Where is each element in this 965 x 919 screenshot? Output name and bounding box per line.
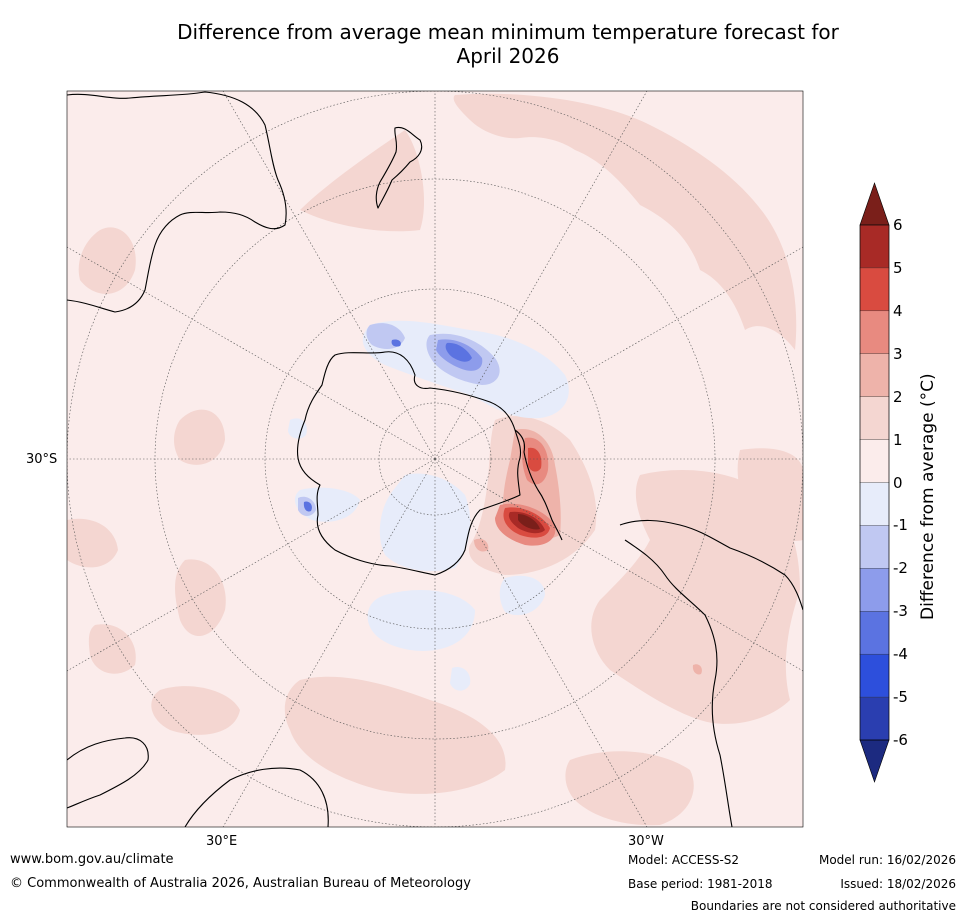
colorbar-tick-label: 5	[893, 258, 903, 277]
issued-text: Issued: 18/02/2026	[840, 877, 956, 891]
model-text: Model: ACCESS-S2	[628, 853, 740, 867]
colorbar-tick-label: -4	[893, 645, 908, 664]
coastlines	[67, 91, 803, 827]
colorbar-over-triangle	[859, 182, 890, 226]
website-link[interactable]: www.bom.gov.au/climate	[10, 852, 174, 867]
south-america-coastline	[619, 519, 803, 827]
africa-coastline	[67, 737, 329, 827]
colorbar-tick-label: -3	[893, 602, 908, 621]
colorbar-tick-label: 3	[893, 344, 903, 363]
colorbar-bin	[859, 696, 890, 741]
longitude-label-30e: 30°E	[206, 834, 238, 849]
colorbar-bin	[859, 224, 890, 269]
colorbar-bin	[859, 353, 890, 398]
colorbar-bin	[859, 396, 890, 441]
colorbar-tick-label: 4	[893, 301, 903, 320]
map-panel	[67, 91, 803, 827]
colorbar-bin	[859, 439, 890, 484]
map-title: Difference from average mean minimum tem…	[0, 20, 965, 68]
colorbar-tick-label: 0	[893, 473, 903, 492]
copyright-text: © Commonwealth of Australia 2026, Austra…	[10, 876, 471, 891]
antarctica-coastline	[296, 351, 522, 576]
colorbar-tick-label: -6	[893, 731, 908, 749]
warm-hotspot	[474, 429, 702, 675]
anomaly-band-neg3-neg4	[303, 339, 472, 512]
colorbar-bins	[859, 224, 890, 741]
colorbar-tick-label: 2	[893, 387, 903, 406]
colorbar-bin	[859, 525, 890, 569]
model-run-text: Model run: 16/02/2026	[818, 853, 956, 867]
colorbar-tick-label: 1	[893, 430, 903, 449]
colorbar-bin	[859, 310, 890, 355]
colorbar-tick-label: -1	[893, 516, 908, 535]
colorbar-bin	[859, 482, 890, 526]
disclaimer-text: Boundaries are not considered authoritat…	[690, 899, 956, 913]
longitude-label-30w: 30°W	[628, 834, 664, 849]
colorbar-under-triangle	[859, 739, 890, 783]
new-zealand-coastline	[375, 126, 423, 209]
graticule	[67, 91, 803, 827]
anomaly-band-1-2	[67, 93, 803, 826]
title-line-2: April 2026	[456, 44, 560, 68]
colorbar-frame	[859, 224, 890, 741]
map-frame	[66, 90, 804, 828]
title-line-1: Difference from average mean minimum tem…	[177, 20, 839, 44]
australia-coastline	[67, 91, 287, 313]
colorbar-tick-label: -5	[893, 688, 908, 707]
colorbar-bin	[859, 653, 890, 698]
base-period-text: Base period: 1981-2018	[628, 877, 773, 891]
colorbar-tick-label: 6	[893, 216, 903, 234]
colorbar-tick-label: -2	[893, 559, 908, 578]
colorbar-bin	[859, 568, 890, 612]
colorbar	[859, 182, 890, 783]
antarctic-peninsula-coastline	[514, 429, 563, 541]
colorbar-bin	[859, 267, 890, 312]
colorbar-label: Difference from average (°C)	[918, 373, 938, 620]
colorbar-bin	[859, 611, 890, 655]
latitude-label-30s: 30°S	[26, 452, 58, 467]
